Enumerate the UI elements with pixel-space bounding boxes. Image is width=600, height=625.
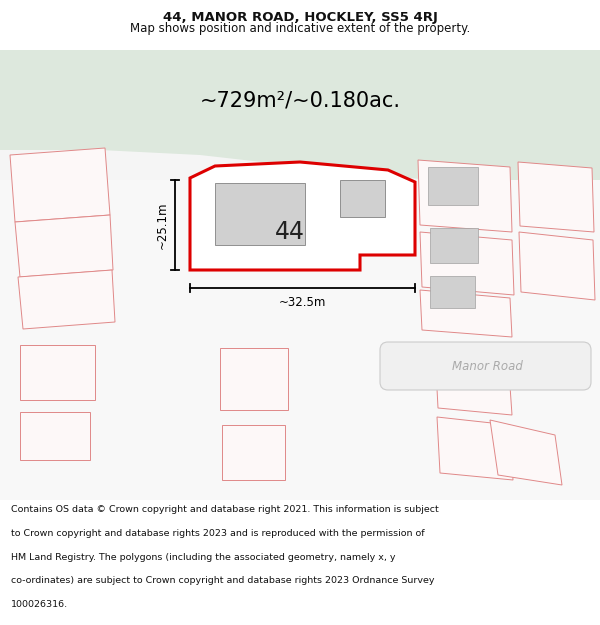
Text: 44, MANOR ROAD, HOCKLEY, SS5 4RJ: 44, MANOR ROAD, HOCKLEY, SS5 4RJ: [163, 11, 437, 24]
Bar: [20, 412, 90, 460]
Text: ~729m²/~0.180ac.: ~729m²/~0.180ac.: [199, 90, 401, 110]
Polygon shape: [490, 420, 562, 485]
FancyBboxPatch shape: [380, 342, 591, 390]
Bar: [0, 180, 600, 500]
Text: co-ordinates) are subject to Crown copyright and database rights 2023 Ordnance S: co-ordinates) are subject to Crown copyr…: [11, 576, 434, 585]
Bar: [428, 167, 478, 205]
Polygon shape: [420, 290, 512, 337]
Text: 100026316.: 100026316.: [11, 600, 68, 609]
Text: Manor Road: Manor Road: [452, 359, 523, 372]
Bar: [430, 228, 478, 263]
Text: to Crown copyright and database rights 2023 and is reproduced with the permissio: to Crown copyright and database rights 2…: [11, 529, 424, 538]
Polygon shape: [10, 148, 110, 222]
Polygon shape: [18, 270, 115, 329]
Bar: [215, 183, 305, 245]
Bar: [222, 425, 285, 480]
Bar: [340, 180, 385, 217]
Polygon shape: [15, 215, 113, 277]
Text: Map shows position and indicative extent of the property.: Map shows position and indicative extent…: [130, 22, 470, 35]
Polygon shape: [435, 350, 512, 415]
Text: Contains OS data © Crown copyright and database right 2021. This information is : Contains OS data © Crown copyright and d…: [11, 505, 439, 514]
Polygon shape: [437, 417, 513, 480]
Polygon shape: [518, 162, 594, 232]
Bar: [220, 348, 288, 410]
Text: ~32.5m: ~32.5m: [279, 296, 326, 309]
Polygon shape: [519, 232, 595, 300]
Polygon shape: [418, 160, 512, 232]
Text: 44: 44: [275, 220, 305, 244]
Polygon shape: [420, 232, 514, 295]
Bar: [430, 276, 475, 308]
Bar: [20, 345, 95, 400]
Text: ~25.1m: ~25.1m: [155, 201, 169, 249]
Polygon shape: [190, 162, 415, 270]
Text: HM Land Registry. The polygons (including the associated geometry, namely x, y: HM Land Registry. The polygons (includin…: [11, 552, 395, 561]
Polygon shape: [0, 50, 600, 190]
